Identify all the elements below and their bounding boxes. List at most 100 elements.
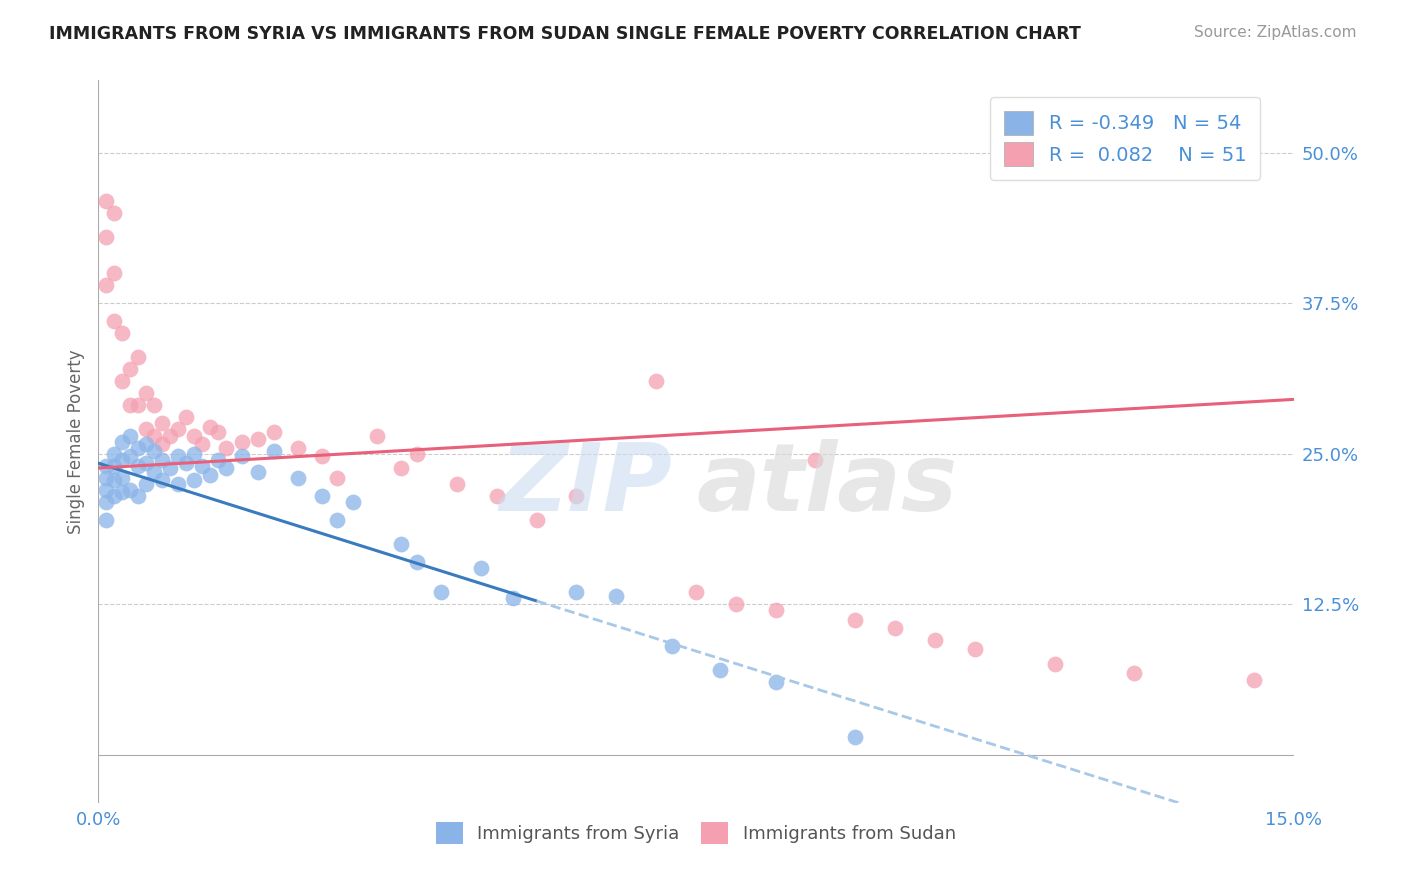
Point (135, 437, 157, 451)
Point (526, 513, 548, 527)
Point (167, 476, 190, 491)
Point (709, 664, 731, 678)
Point (135, 386, 157, 401)
Point (765, 675, 787, 690)
Point (96, 230, 118, 244)
Point (207, 425, 229, 439)
Point (342, 494, 364, 508)
Point (231, 449, 253, 463)
Point (96, 483, 118, 497)
Point (143, 428, 166, 442)
Point (159, 461, 181, 475)
Point (645, 375, 668, 389)
Point (150, 452, 173, 467)
Point (191, 458, 214, 473)
Point (96, 513, 118, 527)
Point (183, 473, 205, 487)
Point (311, 489, 333, 503)
Point (103, 489, 125, 503)
Point (103, 314, 125, 328)
Text: atlas: atlas (696, 439, 957, 531)
Point (215, 461, 238, 475)
Point (111, 434, 134, 449)
Point (111, 485, 134, 500)
Point (96, 194, 118, 208)
Point (326, 471, 349, 485)
Point (311, 449, 333, 463)
Point (111, 326, 134, 341)
Point (724, 597, 747, 611)
Point (120, 362, 142, 376)
Point (150, 417, 173, 431)
Point (765, 603, 787, 617)
Point (103, 446, 125, 460)
Point (167, 423, 190, 437)
Point (103, 205, 125, 219)
Point (96, 494, 118, 508)
Point (120, 483, 142, 497)
Point (661, 639, 683, 653)
Point (198, 420, 221, 434)
Point (844, 613, 866, 627)
Point (127, 350, 149, 364)
Point (150, 437, 173, 451)
Point (246, 432, 269, 446)
Point (1243, 673, 1265, 687)
Point (143, 444, 166, 458)
Text: ZIP: ZIP (499, 439, 672, 531)
Point (685, 585, 707, 599)
Point (103, 266, 125, 280)
Point (111, 452, 134, 467)
Point (924, 633, 946, 648)
Point (287, 471, 309, 485)
Point (120, 398, 142, 412)
Point (135, 423, 157, 437)
Point (183, 446, 205, 460)
Point (446, 476, 468, 491)
Point (231, 434, 253, 449)
Point (565, 489, 588, 503)
Point (96, 471, 118, 485)
Point (804, 452, 827, 467)
Point (103, 473, 125, 487)
Point (565, 585, 588, 599)
Point (366, 428, 388, 442)
Point (844, 730, 866, 744)
Point (183, 428, 205, 442)
Point (127, 458, 149, 473)
Text: Source: ZipAtlas.com: Source: ZipAtlas.com (1194, 25, 1357, 40)
Point (406, 555, 429, 569)
Point (150, 473, 173, 487)
Text: IMMIGRANTS FROM SYRIA VS IMMIGRANTS FROM SUDAN SINGLE FEMALE POVERTY CORRELATION: IMMIGRANTS FROM SYRIA VS IMMIGRANTS FROM… (49, 25, 1081, 43)
Point (884, 621, 907, 635)
Point (246, 465, 269, 479)
Point (215, 441, 238, 455)
Point (120, 428, 142, 442)
Point (406, 446, 429, 460)
Legend: Immigrants from Syria, Immigrants from Sudan: Immigrants from Syria, Immigrants from S… (429, 815, 963, 852)
Point (96, 277, 118, 292)
Point (127, 398, 149, 412)
Point (127, 489, 149, 503)
Point (263, 444, 285, 458)
Point (389, 461, 412, 475)
Point (174, 410, 197, 425)
Point (1043, 657, 1066, 672)
Point (135, 456, 157, 470)
Point (135, 476, 157, 491)
Point (120, 449, 142, 463)
Point (263, 425, 285, 439)
Point (174, 456, 197, 470)
Point (143, 465, 166, 479)
Point (111, 375, 134, 389)
Point (103, 458, 125, 473)
Point (96, 458, 118, 473)
Point (198, 468, 221, 483)
Point (167, 449, 190, 463)
Point (207, 452, 229, 467)
Point (502, 591, 524, 606)
Point (143, 398, 166, 412)
Point (127, 441, 149, 455)
Point (326, 513, 349, 527)
Point (430, 585, 453, 599)
